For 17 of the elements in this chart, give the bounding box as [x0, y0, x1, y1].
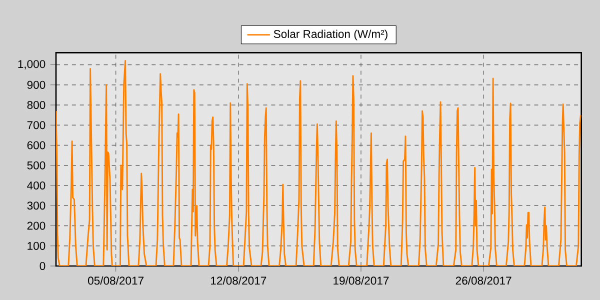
y-tick-label: 1,000 [18, 60, 46, 70]
line-series [56, 60, 582, 266]
y-tick-label: 300 [27, 202, 46, 210]
x-tick-label: 26/08/2017 [456, 276, 512, 285]
y-tick-label: 400 [27, 182, 46, 190]
x-tick-label: 05/08/2017 [88, 276, 144, 285]
y-tick-label: 900 [27, 80, 46, 89]
legend-label: Solar Radiation (W/m²) [274, 30, 388, 40]
y-tick-label: 0 [40, 262, 46, 270]
y-tick-label: 200 [27, 222, 46, 230]
y-tick-label: 700 [27, 121, 46, 130]
y-tick-label: 800 [27, 101, 46, 109]
x-tick-label: 12/08/2017 [211, 276, 266, 285]
y-tick-label: 100 [28, 242, 46, 250]
y-tick-label: 600 [27, 141, 46, 150]
x-tick-label: 19/08/2017 [334, 276, 389, 285]
y-tick-label: 500 [27, 161, 46, 170]
